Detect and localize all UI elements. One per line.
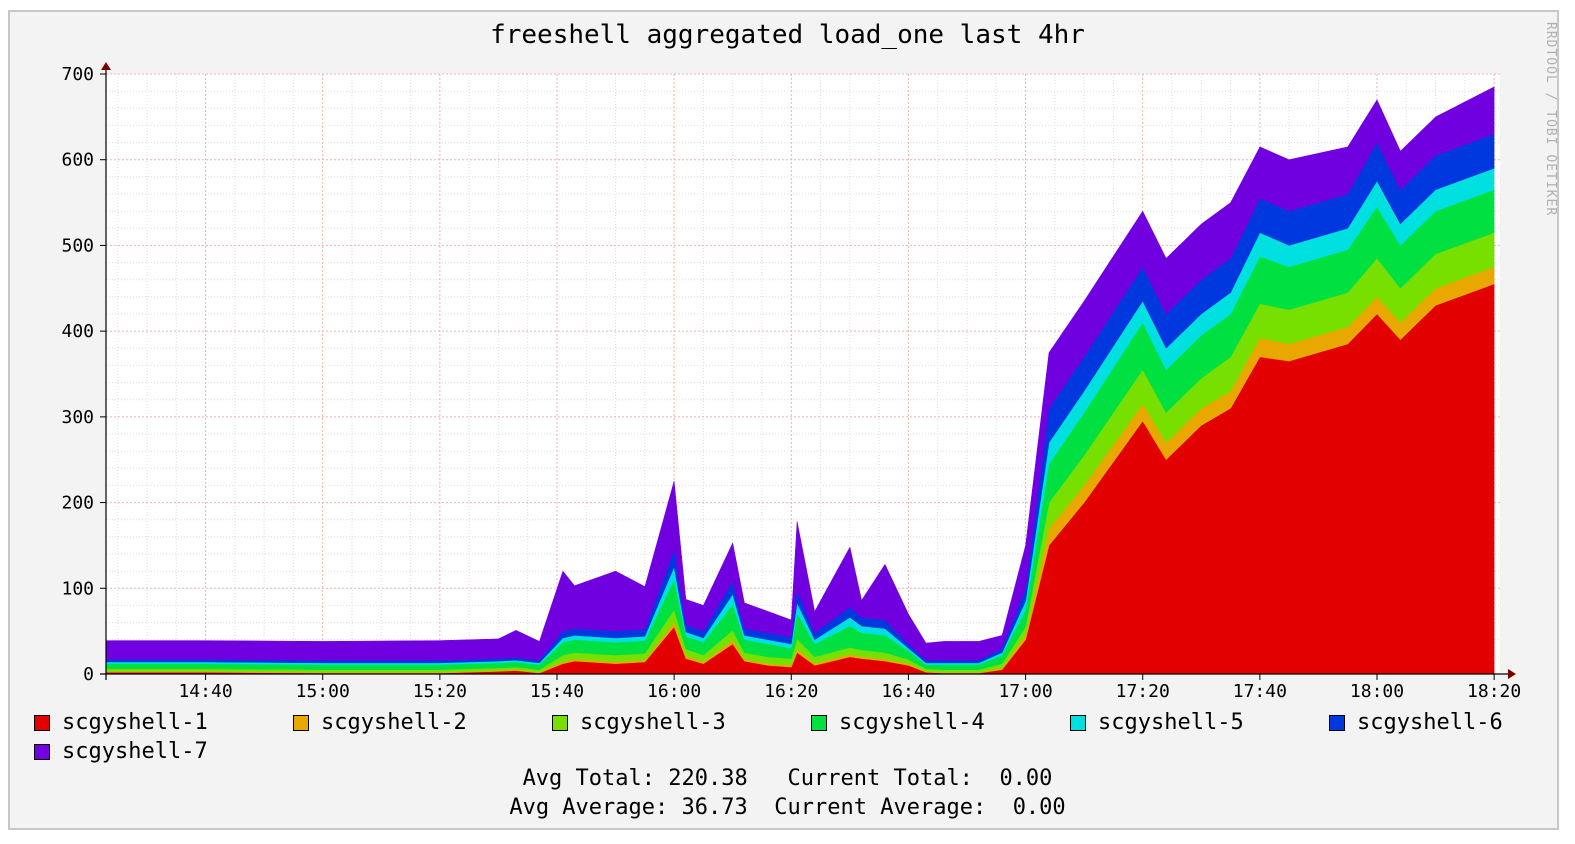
legend-swatch (1329, 714, 1345, 731)
legend-label: scgyshell-2 (321, 710, 467, 735)
legend-swatch (552, 714, 568, 731)
axes (100, 62, 1516, 680)
avg-average-value: 36.73 (681, 795, 748, 820)
series-area-scgyshell-7 (105, 86, 1495, 661)
legend-item-scgyshell-5: scgyshell-5 (1070, 710, 1244, 735)
y-tick-label: 100 (61, 578, 94, 599)
y-tick-label: 700 (61, 64, 94, 85)
current-total-value: 0.00 (999, 766, 1053, 791)
legend-label: scgyshell-5 (1098, 710, 1244, 735)
chart-title: freeshell aggregated load_one last 4hr (490, 20, 1085, 50)
legend-item-scgyshell-7: scgyshell-7 (34, 739, 208, 764)
y-tick-label: 300 (61, 407, 94, 428)
y-axis-arrow (101, 62, 111, 70)
summary-stats: Avg Total: 220.38 Current Total: 0.00 Av… (0, 764, 1575, 822)
avg-average-label: Avg Average: (509, 795, 669, 820)
legend-item-scgyshell-1: scgyshell-1 (34, 710, 208, 735)
y-tick-label: 600 (61, 150, 94, 171)
y-tick-label: 0 (83, 664, 94, 685)
legend-swatch (293, 714, 309, 731)
x-tick-labels: 14:40 15:00 15:20 15:40 16:00 16:20 16:40 17:00… (178, 674, 1521, 702)
legend-label: scgyshell-7 (62, 739, 208, 764)
y-tick-label: 500 (61, 235, 94, 256)
x-tick-label: 17:20 (1116, 681, 1170, 702)
legend-item-scgyshell-2: scgyshell-2 (293, 710, 467, 735)
y-tick-label: 200 (61, 493, 94, 514)
legend-item-scgyshell-4: scgyshell-4 (811, 710, 985, 735)
current-average-value: 0.00 (1012, 795, 1066, 820)
x-axis-arrow (1508, 669, 1516, 679)
avg-total-label: Avg Total: (522, 766, 656, 791)
current-average-label: Current Average: (774, 795, 987, 820)
y-tick-labels: 0 100 200 300 400 500 600 700 (61, 64, 106, 685)
legend-swatch (811, 714, 827, 731)
y-tick-label: 400 (61, 321, 94, 342)
legend-swatch (34, 743, 50, 760)
series-areas (105, 86, 1495, 675)
x-tick-label: 15:20 (413, 681, 467, 702)
x-tick-label: 15:40 (530, 681, 584, 702)
x-tick-label: 17:40 (1233, 681, 1287, 702)
legend-item-scgyshell-6: scgyshell-6 (1329, 710, 1503, 735)
x-tick-label: 18:20 (1467, 681, 1521, 702)
x-tick-label: 14:40 (178, 681, 232, 702)
legend-label: scgyshell-1 (62, 710, 208, 735)
legend-label: scgyshell-3 (580, 710, 726, 735)
legend-label: scgyshell-4 (839, 710, 985, 735)
current-total-label: Current Total: (787, 766, 973, 791)
x-tick-label: 17:00 (998, 681, 1052, 702)
x-tick-label: 16:40 (881, 681, 935, 702)
rrdtool-watermark: RRDTOOL / TOBI OETIKER (1543, 22, 1558, 217)
x-tick-label: 16:00 (647, 681, 701, 702)
x-tick-label: 15:00 (296, 681, 350, 702)
legend-swatch (1070, 714, 1086, 731)
legend-item-scgyshell-3: scgyshell-3 (552, 710, 726, 735)
avg-total-value: 220.38 (668, 766, 748, 791)
x-tick-label: 16:20 (764, 681, 818, 702)
legend-label: scgyshell-6 (1357, 710, 1503, 735)
x-tick-label: 18:00 (1350, 681, 1404, 702)
legend-swatch (34, 714, 50, 731)
